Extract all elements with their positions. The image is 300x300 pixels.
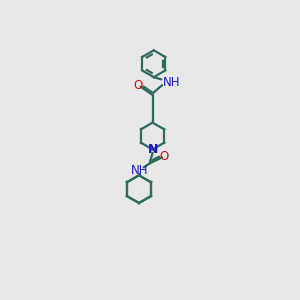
Text: NH: NH [131, 164, 149, 177]
Text: N: N [147, 143, 158, 156]
Text: NH: NH [163, 76, 180, 89]
Text: O: O [160, 150, 169, 163]
Text: O: O [134, 79, 143, 92]
